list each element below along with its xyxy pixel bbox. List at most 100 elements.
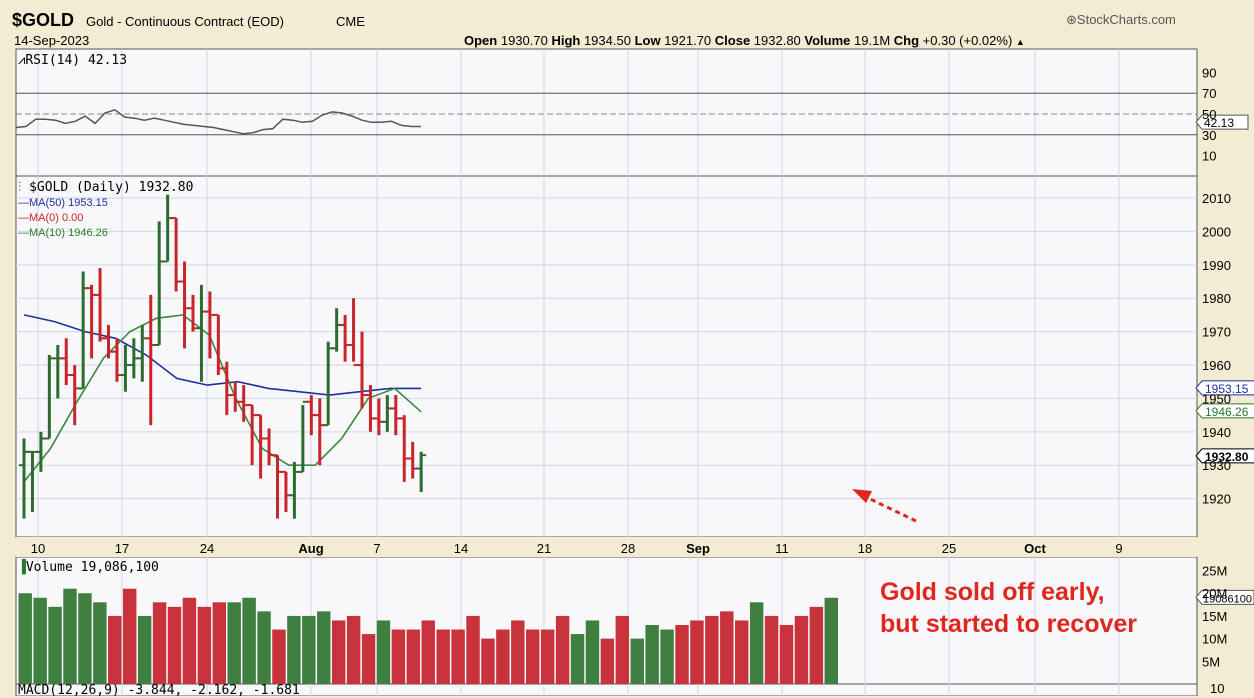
price-tick-label: 1950: [1202, 391, 1231, 406]
price-tick-label: 1970: [1202, 325, 1231, 340]
volume-bar: [585, 620, 600, 684]
x-axis-band: [16, 537, 1197, 557]
volume-bar: [511, 620, 525, 684]
exchange-label: CME: [336, 14, 365, 29]
volume-bar: [287, 615, 301, 684]
volume-bar: [391, 629, 406, 684]
volume-bar: [137, 615, 152, 684]
volume-bar: [481, 638, 495, 684]
ohlc-key: Close: [714, 33, 754, 48]
volume-bar: [600, 638, 615, 684]
volume-bar: [317, 611, 331, 684]
price-tick-label: 1960: [1202, 358, 1231, 373]
volume-bar: [167, 606, 182, 684]
volume-bar: [645, 625, 659, 684]
volume-bar: [779, 625, 794, 684]
volume-bar: [451, 629, 465, 684]
x-tick-label: 18: [858, 541, 872, 556]
volume-tick-label: 5M: [1202, 654, 1220, 669]
volume-bar: [570, 634, 585, 684]
volume-bar: [555, 615, 570, 684]
x-tick-label: 10: [31, 541, 45, 556]
price-tick-label: 1930: [1202, 458, 1231, 473]
panel-background: [15, 175, 1198, 538]
volume-bar: [48, 606, 62, 684]
volume-tick-label: 20M: [1202, 586, 1227, 601]
volume-bar: [735, 620, 749, 684]
rsi-tick-label: 30: [1202, 128, 1216, 143]
price-tick-label: 1980: [1202, 291, 1231, 306]
price-tick-label: 1940: [1202, 425, 1231, 440]
price-tick-label: 2000: [1202, 224, 1231, 239]
volume-bar: [122, 588, 137, 684]
price-tag: [1195, 380, 1254, 396]
volume-bar: [630, 638, 644, 684]
macd-label: MACD(12,26,9) -3.844, -2.162, -1.681: [18, 683, 300, 698]
price-tick-label: 1920: [1202, 492, 1231, 507]
volume-bar: [93, 602, 107, 684]
x-tick-label: 17: [115, 541, 129, 556]
volume-bar: [302, 615, 316, 684]
ohlc-value: +0.30 (+0.02%): [922, 33, 1016, 48]
x-tick-label: Oct: [1024, 541, 1046, 556]
ma-legend: —MA(50) 1953.15 —MA(0) 0.00 —MA(10) 1946.2…: [18, 196, 108, 241]
volume-bar: [824, 597, 838, 684]
volume-bar: [749, 602, 764, 684]
brand-icon: ⊛: [1066, 12, 1077, 27]
volume-icon: ▐: [18, 560, 26, 575]
rsi-icon: ⩘: [18, 53, 26, 68]
symbol-title: $GOLD: [12, 10, 75, 30]
rsi-tick-label: 10: [1202, 149, 1216, 164]
volume-tick-label: 10M: [1202, 632, 1227, 647]
ohlc-summary: Open 1930.70 High 1934.50 Low 1921.70 Cl…: [464, 33, 1025, 48]
x-tick-label: 11: [775, 541, 789, 556]
volume-bar: [675, 625, 689, 684]
annotation-arrow-line: [865, 495, 917, 523]
volume-bar: [346, 615, 361, 684]
ma10-line: [23, 314, 422, 483]
volume-bar: [272, 629, 286, 684]
legend-entry: —MA(50) 1953.15: [18, 197, 108, 209]
ohlc-icon: ⫶: [18, 180, 22, 195]
ohlc-value: 1930.70: [500, 33, 552, 48]
rsi-line: [15, 108, 422, 135]
x-tick-label: 7: [373, 541, 380, 556]
ohlc-key: High: [551, 33, 584, 48]
volume-bar: [466, 615, 480, 684]
volume-bar: [63, 588, 77, 684]
volume-bar: [690, 620, 704, 684]
ohlc-value: 1921.70: [664, 33, 715, 48]
x-tick-label: 9: [1115, 541, 1122, 556]
volume-tag-value: 19086100: [1203, 593, 1252, 605]
rsi-tick-label: 70: [1202, 86, 1216, 101]
volume-bar: [496, 629, 510, 684]
ohlc-key: Chg: [893, 33, 923, 48]
volume-tick-label: 15M: [1202, 609, 1227, 624]
volume-bar: [421, 620, 435, 684]
x-tick-label: Sep: [686, 541, 710, 556]
price-tag-value: 1953.15: [1205, 382, 1249, 396]
volume-bar: [33, 597, 47, 684]
volume-bar: [705, 615, 719, 684]
legend-entry: —MA(0) 0.00: [18, 212, 84, 224]
volume-bar: [197, 606, 212, 684]
rsi-tag: [1195, 114, 1249, 130]
volume-bar: [794, 615, 809, 684]
ohlc-value: 1932.80: [753, 33, 805, 48]
volume-bar: [615, 615, 630, 684]
instrument-name: Gold - Continuous Contract (EOD): [86, 14, 284, 29]
rsi-tick-label: 90: [1202, 65, 1216, 80]
legend-entry: —MA(10) 1946.26: [18, 227, 108, 239]
volume-bar: [108, 615, 122, 684]
volume-bar: [152, 602, 167, 684]
volume-bar: [182, 597, 197, 684]
annotation-line-2: but started to recover: [880, 610, 1138, 638]
price-tick-label: 1990: [1202, 258, 1231, 273]
macd-tick-label: 10: [1210, 681, 1224, 696]
volume-bar: [526, 629, 540, 684]
x-tick-label: 25: [942, 541, 956, 556]
volume-bar: [436, 629, 450, 684]
price-tag-value: 1932.80: [1205, 450, 1249, 464]
x-tick-label: 21: [537, 541, 551, 556]
volume-bar: [212, 602, 226, 684]
